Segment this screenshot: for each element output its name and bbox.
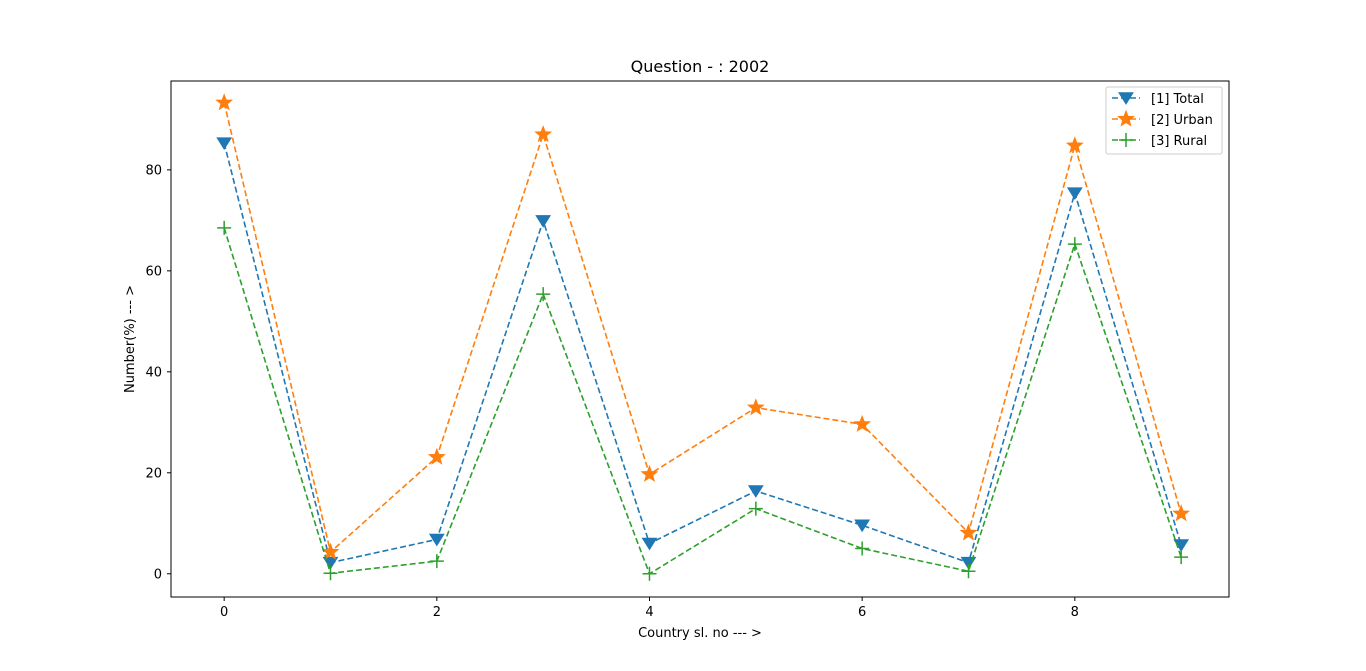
- data-point: [1172, 504, 1191, 522]
- series-line: [223, 102, 1182, 554]
- data-point: [1066, 187, 1083, 200]
- legend-entry: [1] Total: [1112, 92, 1204, 107]
- y-tick-label: 80: [145, 163, 162, 178]
- x-tick-label: 8: [1071, 605, 1079, 620]
- legend-label: [3] Rural: [1151, 134, 1207, 149]
- y-tick-label: 40: [145, 365, 162, 380]
- x-tick-label: 4: [645, 605, 653, 620]
- x-axis-label: Country sl. no --- >: [638, 626, 762, 641]
- data-point: [321, 542, 340, 560]
- data-point: [853, 414, 872, 432]
- x-tick-label: 0: [220, 605, 228, 620]
- data-point: [429, 554, 444, 569]
- plot-area: [170, 80, 1230, 598]
- data-point: [961, 564, 976, 579]
- data-point: [216, 137, 233, 150]
- data-point: [534, 125, 553, 143]
- plot-frame: [170, 80, 1230, 598]
- legend: [1] Total [2] Urban [3] Rural: [1105, 86, 1223, 155]
- legend-box: [1105, 86, 1223, 155]
- x-tick-label: 6: [858, 605, 866, 620]
- data-point: [1065, 136, 1084, 154]
- y-axis: 0 20 40 60 80: [145, 163, 171, 582]
- star-icon: [1117, 109, 1135, 127]
- data-point: [746, 398, 765, 416]
- data-point: [1067, 237, 1082, 252]
- legend-label: [1] Total: [1151, 92, 1204, 107]
- legend-entry: [3] Rural: [1112, 133, 1207, 149]
- x-tick-label: 2: [433, 605, 441, 620]
- data-point: [642, 566, 657, 581]
- data-point: [217, 220, 232, 235]
- chart-title: Question - : 2002: [631, 57, 770, 76]
- y-axis-label: Number(%) --- >: [123, 285, 138, 393]
- series-1: [216, 137, 1190, 570]
- y-tick-label: 60: [145, 264, 162, 279]
- series-line: [223, 227, 1182, 575]
- data-point: [748, 501, 763, 516]
- data-point: [323, 566, 338, 581]
- data-point: [536, 287, 551, 302]
- data-point: [959, 523, 978, 541]
- data-point: [215, 93, 234, 111]
- series-3: [217, 220, 1189, 581]
- series-line: [223, 142, 1182, 564]
- data-point: [427, 447, 446, 465]
- series-layer: [215, 93, 1191, 581]
- plus-icon: [1119, 133, 1133, 147]
- data-point: [854, 519, 871, 533]
- data-point: [855, 541, 870, 556]
- data-point: [535, 215, 552, 228]
- data-point: [1174, 550, 1189, 565]
- triangle-down-icon: [1118, 92, 1134, 105]
- legend-entry: [2] Urban: [1112, 109, 1213, 128]
- data-point: [640, 464, 659, 482]
- data-point: [428, 533, 445, 547]
- series-2: [215, 93, 1191, 560]
- x-axis: 0 2 4 6 8: [220, 597, 1079, 620]
- data-point: [641, 537, 658, 551]
- y-tick-label: 20: [145, 466, 162, 481]
- legend-label: [2] Urban: [1151, 113, 1213, 128]
- data-point: [747, 485, 764, 498]
- y-tick-label: 0: [154, 567, 162, 582]
